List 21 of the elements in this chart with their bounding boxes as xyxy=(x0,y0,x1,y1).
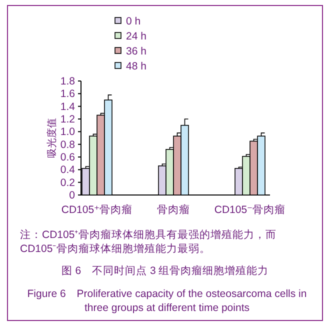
legend-label: 24 h xyxy=(126,30,147,42)
y-tick-label: 1.8 xyxy=(60,76,76,88)
y-tick-label: 0.2 xyxy=(60,176,76,189)
legend-label: 0 h xyxy=(126,16,141,28)
x-tick-label: CD105⁻骨肉瘤 xyxy=(214,203,286,216)
y-tick-label: 0.8 xyxy=(60,138,76,151)
legend-label: 48 h xyxy=(126,60,147,72)
y-axis-title: 吸光度值 xyxy=(46,118,58,158)
text: Figure 6 Proliferative capacity of the osteosarcoma cells in three groups at different time points xyxy=(26,287,308,315)
y-tick-label: 1.4 xyxy=(60,100,76,113)
legend-label: 36 h xyxy=(126,46,147,58)
text: 注：CD105⁺骨肉瘤球体细胞具有最强的增殖能力，而 CD105⁻骨肉瘤球体细胞增殖能力最弱。 xyxy=(20,228,278,256)
y-tick-label: 0.6 xyxy=(60,152,76,164)
x-tick-label: CD105⁺骨肉瘤 xyxy=(61,203,133,216)
y-tick-label: 0 xyxy=(69,190,76,202)
y-tick-label: 1.6 xyxy=(60,88,76,100)
y-tick-label: 1.0 xyxy=(60,126,76,138)
y-tick-label: 0.4 xyxy=(60,164,76,176)
text: 图 6 不同时间点 3 组骨肉瘤细胞增殖能力 xyxy=(60,264,270,278)
x-tick-label: 骨肉瘤 xyxy=(157,203,190,216)
y-tick-label: 1.2 xyxy=(60,114,76,126)
